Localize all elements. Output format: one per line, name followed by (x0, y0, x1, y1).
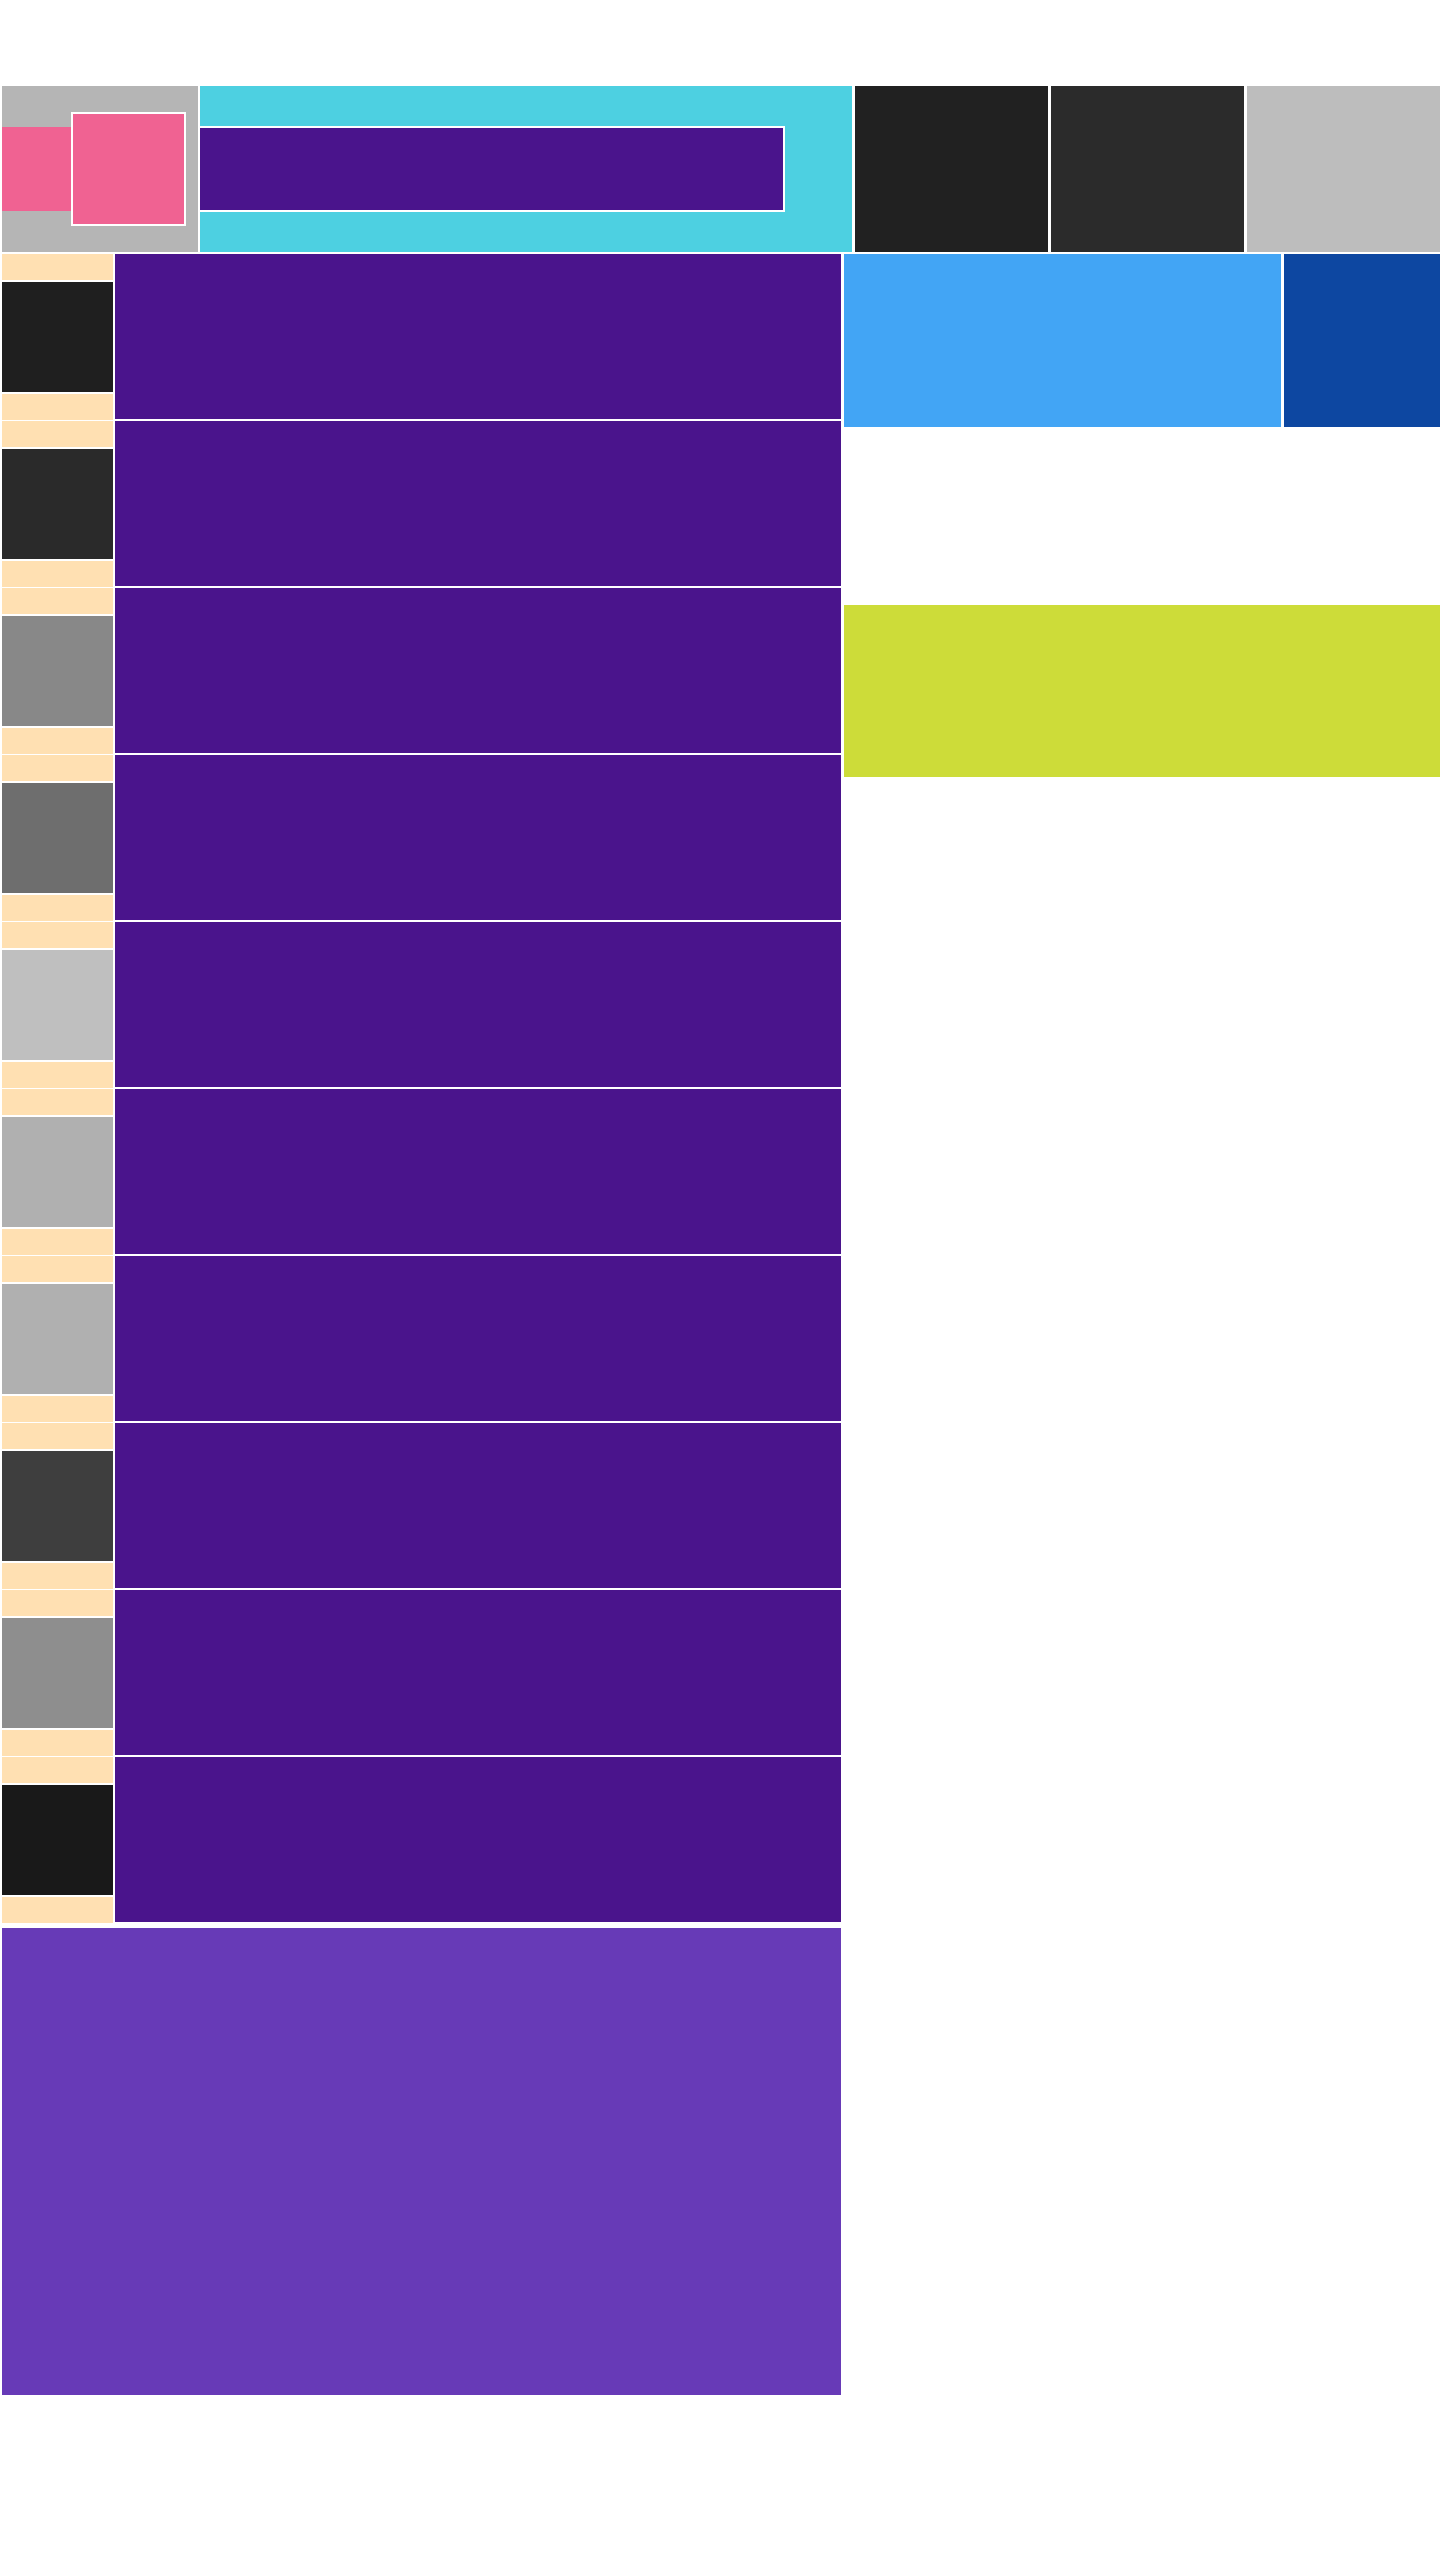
list-item[interactable] (115, 254, 841, 419)
list-item-label-bottom (2, 561, 113, 587)
list-item-thumbnail[interactable] (2, 1117, 113, 1227)
list-item-label-top (2, 922, 113, 948)
list-item[interactable] (115, 1590, 841, 1755)
list-item-label-bottom (2, 394, 113, 420)
sidebar-tile-primary[interactable] (844, 254, 1281, 427)
logo-mark[interactable] (71, 112, 186, 226)
list-item-thumbnail[interactable] (2, 449, 113, 559)
list-item[interactable] (115, 1757, 841, 1922)
list-item[interactable] (115, 1089, 841, 1254)
list-item-label-top (2, 1089, 113, 1115)
header-nav-tile-2[interactable] (1051, 86, 1244, 252)
list-item-label-top (2, 421, 113, 447)
list-item-label-bottom (2, 728, 113, 754)
list-item-label-top (2, 1590, 113, 1616)
list-item-thumbnail[interactable] (2, 616, 113, 726)
list-item-thumbnail[interactable] (2, 1618, 113, 1728)
list-item-label-bottom (2, 1229, 113, 1255)
list-item-label-top (2, 588, 113, 614)
list-item-label-top (2, 755, 113, 781)
sidebar-tile-secondary[interactable] (1284, 254, 1440, 427)
list-item-label-top (2, 1757, 113, 1783)
list-item-label-bottom (2, 1897, 113, 1923)
list-item-label-bottom (2, 1396, 113, 1422)
list-item-label-bottom (2, 1563, 113, 1589)
list-item-label-top (2, 1256, 113, 1282)
list-item[interactable] (115, 588, 841, 753)
search-input[interactable] (200, 126, 785, 212)
list-item-label-bottom (2, 1730, 113, 1756)
list-item-label-bottom (2, 1062, 113, 1088)
list-item-thumbnail[interactable] (2, 1284, 113, 1394)
large-content-panel (2, 1928, 841, 2395)
list-item-thumbnail[interactable] (2, 783, 113, 893)
header-nav-tile-1[interactable] (855, 86, 1048, 252)
list-item[interactable] (115, 421, 841, 586)
list-item[interactable] (115, 1423, 841, 1588)
header-nav-tile-3[interactable] (1247, 86, 1440, 252)
list-item[interactable] (115, 755, 841, 920)
logo-mark-small (2, 127, 74, 211)
sidebar-banner[interactable] (844, 605, 1440, 777)
list-item[interactable] (115, 922, 841, 1087)
list-item-thumbnail[interactable] (2, 950, 113, 1060)
list-item[interactable] (115, 1256, 841, 1421)
list-item-label-bottom (2, 895, 113, 921)
list-item-thumbnail[interactable] (2, 282, 113, 392)
list-item-thumbnail[interactable] (2, 1451, 113, 1561)
list-item-thumbnail[interactable] (2, 1785, 113, 1895)
list-item-label-top (2, 1423, 113, 1449)
list-item-label-top (2, 254, 113, 280)
